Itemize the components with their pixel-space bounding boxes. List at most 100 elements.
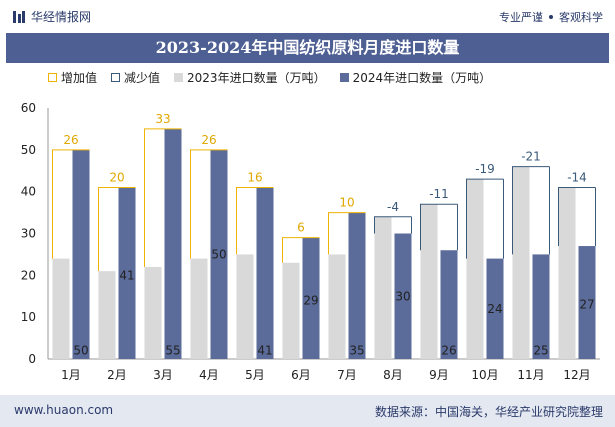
legend-swatch-2023-icon xyxy=(174,72,184,82)
decrease-bracket xyxy=(466,178,504,259)
x-tick-label: 10月 xyxy=(471,368,498,382)
y-tick-label: 0 xyxy=(28,352,36,366)
x-tick-label: 1月 xyxy=(61,368,81,382)
decrease-bracket xyxy=(374,216,412,234)
x-tick-label: 9月 xyxy=(429,368,449,382)
legend-item-2024[interactable]: 2024年进口数量（万吨） xyxy=(339,69,492,86)
separator-dot-icon xyxy=(549,15,553,19)
increase-value-label: 20 xyxy=(109,170,124,184)
decrease-value-label: -11 xyxy=(429,187,449,201)
footer-website[interactable]: www.huaon.com xyxy=(14,403,114,417)
y-tick-label: 50 xyxy=(21,143,36,157)
x-tick-label: 3月 xyxy=(153,368,173,382)
bar-2023 xyxy=(190,258,208,359)
x-tick-label: 5月 xyxy=(245,368,265,382)
brand-name: 华经情报网 xyxy=(31,10,92,24)
bar-2023 xyxy=(52,258,70,359)
increase-value-label: 10 xyxy=(339,196,354,210)
bar-chart: 0 10 20 30 40 50 60 50 26 1月 41 20 2月 55 33 3月 50 26 4月 41 1… xyxy=(21,101,600,382)
legend-item-2023[interactable]: 2023年进口数量（万吨） xyxy=(174,69,326,86)
bar-2024-value-label: 24 xyxy=(487,302,502,316)
increase-value-label: 26 xyxy=(201,133,216,147)
bar-2024 xyxy=(302,237,320,359)
bar-2024 xyxy=(440,250,458,359)
decrease-bracket xyxy=(420,203,458,251)
bar-2024 xyxy=(256,187,274,359)
legend-item-increase[interactable]: 增加值 xyxy=(48,69,97,86)
increase-value-label: 6 xyxy=(297,221,305,235)
bar-2024 xyxy=(210,149,228,359)
increase-value-label: 16 xyxy=(247,170,262,184)
x-tick-label: 11月 xyxy=(517,368,544,382)
tagline-left: 专业严谨 xyxy=(499,11,543,24)
bar-2024 xyxy=(394,233,412,359)
y-tick-label: 60 xyxy=(21,101,36,115)
y-tick-label: 20 xyxy=(21,268,36,282)
bar-2024 xyxy=(72,149,90,359)
increase-bracket xyxy=(328,212,366,255)
bar-2024 xyxy=(532,254,550,359)
y-tick-label: 30 xyxy=(21,227,36,241)
bar-2023 xyxy=(558,187,576,359)
x-tick-label: 12月 xyxy=(563,368,590,382)
bar-2024-value-label: 29 xyxy=(303,293,318,307)
increase-bracket xyxy=(144,128,182,267)
legend-swatch-2024-icon xyxy=(339,72,349,82)
bar-2024-value-label: 25 xyxy=(533,344,548,358)
bar-2024-value-label: 35 xyxy=(349,344,364,358)
x-tick-label: 4月 xyxy=(199,368,219,382)
bar-2023 xyxy=(98,271,116,359)
bar-2024 xyxy=(164,128,182,359)
decrease-value-label: -4 xyxy=(387,200,399,214)
bar-2023 xyxy=(144,266,162,359)
decrease-value-label: -21 xyxy=(521,150,541,164)
bar-2024 xyxy=(118,187,136,359)
legend-label-2023: 2023年进口数量（万吨） xyxy=(187,70,326,85)
bar-2024-value-label: 30 xyxy=(395,289,410,303)
legend-label-2024: 2024年进口数量（万吨） xyxy=(352,70,492,85)
y-tick-label: 10 xyxy=(21,310,36,324)
footer: www.huaon.com 数据来源：中国海关，华经产业研究院整理 xyxy=(0,395,615,427)
decrease-bracket xyxy=(512,166,550,255)
x-tick-label: 7月 xyxy=(337,368,357,382)
increase-bracket xyxy=(52,149,90,259)
bar-2023 xyxy=(236,254,254,359)
bar-2023 xyxy=(374,216,392,359)
y-tick-label: 40 xyxy=(21,185,36,199)
bar-2023 xyxy=(282,262,300,359)
decrease-value-label: -14 xyxy=(567,170,587,184)
x-tick-label: 2月 xyxy=(107,368,127,382)
bar-2023 xyxy=(420,204,438,359)
decrease-bracket xyxy=(558,186,596,247)
bar-2024 xyxy=(348,212,366,359)
bar-2024-value-label: 41 xyxy=(119,268,134,282)
bar-2024 xyxy=(578,246,596,359)
legend: 增加值 减少值 2023年进口数量（万吨） 2024年进口数量（万吨） xyxy=(48,68,505,86)
bar-2024-value-label: 55 xyxy=(165,344,180,358)
bar-2024 xyxy=(486,258,504,359)
bar-2024-value-label: 50 xyxy=(73,344,88,358)
legend-swatch-decrease-icon xyxy=(111,72,121,82)
legend-label-decrease: 减少值 xyxy=(124,70,161,85)
bar-2023 xyxy=(512,166,530,359)
x-tick-label: 8月 xyxy=(383,368,403,382)
increase-bracket xyxy=(98,186,136,272)
footer-source: 数据来源：中国海关，华经产业研究院整理 xyxy=(374,405,603,419)
increase-value-label: 33 xyxy=(155,112,170,126)
chart-title: 2023-2024年中国纺织原料月度进口数量 xyxy=(6,33,609,63)
bar-2023 xyxy=(328,254,346,359)
logo-icon xyxy=(13,10,25,23)
legend-item-decrease[interactable]: 减少值 xyxy=(111,69,160,86)
brand[interactable]: 华经情报网 xyxy=(12,8,91,25)
tagline-right: 客观科学 xyxy=(559,11,603,24)
legend-label-increase: 增加值 xyxy=(61,70,98,85)
bar-2024-value-label: 26 xyxy=(441,344,456,358)
legend-swatch-increase-icon xyxy=(48,72,57,82)
bar-2024-value-label: 27 xyxy=(579,298,594,312)
tagline: 专业严谨 客观科学 xyxy=(499,9,603,25)
x-tick-label: 6月 xyxy=(291,368,311,382)
bar-2024-value-label: 41 xyxy=(257,344,272,358)
header-bar: 华经情报网 专业严谨 客观科学 xyxy=(0,0,615,32)
bar-2024-value-label: 50 xyxy=(211,247,226,261)
increase-value-label: 26 xyxy=(63,133,78,147)
